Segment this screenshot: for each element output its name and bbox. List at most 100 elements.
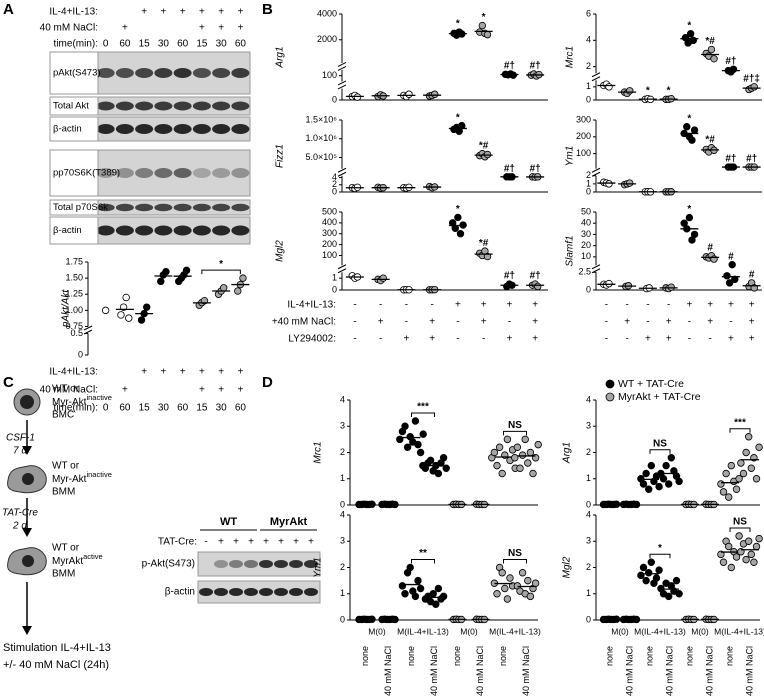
annotation: * — [687, 113, 691, 124]
data-point — [122, 293, 130, 302]
y-axis-label: Mgl2 — [275, 240, 286, 262]
condition-mark: + — [728, 300, 734, 311]
x-tick-label: none — [406, 646, 416, 666]
blot-band — [259, 588, 273, 596]
blot-band — [173, 68, 192, 78]
condition-mark: + — [686, 300, 692, 311]
x-tick-label: none — [452, 646, 462, 666]
condition-mark: 60 — [119, 403, 131, 414]
group-label: M(IL-4+IL-13) — [489, 626, 541, 636]
group-label: M(IL-4+IL-13) — [397, 626, 449, 636]
row-label: IL-4+IL-13: — [287, 300, 336, 311]
annotation: * — [482, 12, 486, 23]
blot-label: β-actin — [53, 124, 82, 135]
superscript: active — [83, 552, 103, 561]
data-point — [493, 461, 501, 470]
y-tick-label: 300 — [322, 228, 337, 238]
y-axis-label: Arg1 — [562, 442, 573, 464]
lane-mark: + — [293, 537, 299, 548]
blot-band — [199, 560, 213, 568]
data-point — [411, 417, 420, 425]
legend-marker — [605, 379, 615, 389]
data-point — [732, 485, 741, 493]
panel-letter: C — [3, 374, 14, 391]
y-tick-label: 1 — [586, 588, 591, 598]
axis-break — [337, 80, 347, 86]
condition-mark: + — [160, 367, 166, 378]
data-point — [478, 21, 487, 30]
blot-band — [214, 560, 228, 568]
data-point — [750, 83, 758, 91]
y-tick-label: 0.5 — [70, 328, 83, 338]
data-point — [672, 576, 681, 585]
blot-band — [231, 168, 250, 178]
annotation: #† — [504, 163, 515, 174]
data-point — [513, 443, 522, 451]
treatment-label: TAT-Cre: — [158, 537, 197, 548]
y-tick-label: 4 — [340, 509, 345, 519]
lane-mark: + — [218, 537, 224, 548]
data-point — [737, 459, 745, 467]
blot-band — [192, 225, 211, 236]
data-point — [752, 542, 761, 551]
data-point — [675, 590, 683, 598]
annotation: * — [687, 204, 691, 215]
data-point — [747, 464, 755, 472]
condition-mark: + — [403, 334, 409, 345]
data-point — [483, 150, 492, 159]
y-tick-label: 300 — [576, 114, 591, 124]
y-tick-label: 200 — [322, 239, 337, 249]
data-point — [503, 435, 512, 444]
data-point — [642, 576, 650, 585]
condition-mark: + — [749, 334, 755, 345]
significance-label: *** — [417, 402, 429, 413]
condition-mark: + — [624, 317, 630, 328]
data-point — [531, 579, 540, 587]
y-tick-label: 0 — [340, 614, 345, 624]
blot-band — [96, 225, 115, 236]
lane-mark: + — [263, 537, 269, 548]
x-tick-label: none — [360, 646, 370, 666]
data-point — [416, 584, 425, 593]
condition-mark: + — [218, 367, 224, 378]
data-point — [162, 267, 170, 276]
y-tick-label: 1.25 — [65, 289, 83, 299]
blot-label-box — [49, 199, 99, 216]
step-name: Myr-Aktinactive — [52, 393, 112, 408]
lane-mark: + — [233, 537, 239, 548]
y-tick-label: 3 — [586, 421, 591, 431]
data-point — [735, 532, 743, 540]
y-tick-label: 6 — [586, 8, 591, 18]
data-point — [689, 36, 697, 45]
data-point — [742, 448, 750, 457]
superscript: inactive — [86, 470, 111, 479]
blot-band — [212, 168, 231, 178]
group-label: M(0) — [691, 626, 709, 636]
y-tick-label: 1.5×10⁶ — [306, 114, 338, 124]
data-point — [396, 435, 404, 444]
data-point — [411, 592, 420, 601]
data-point — [182, 266, 191, 275]
blot-label: p-Akt(S473) — [142, 559, 195, 570]
condition-mark: + — [180, 367, 186, 378]
significance-label: NS — [733, 517, 747, 528]
data-point — [456, 230, 465, 238]
arrow-label: TAT-Cre — [2, 508, 38, 519]
data-point — [727, 563, 735, 572]
y-tick-label: 1 — [586, 473, 591, 483]
y-tick-label: 4 — [340, 394, 345, 404]
blot-band — [214, 588, 228, 596]
data-point — [719, 488, 728, 496]
blot-band — [229, 560, 243, 568]
blot-band — [231, 203, 250, 212]
data-point — [518, 569, 527, 577]
condition-mark: + — [707, 300, 713, 311]
condition-mark: - — [605, 334, 608, 345]
x-tick-label: none — [684, 646, 694, 666]
data-point — [722, 469, 730, 478]
condition-mark: + — [481, 317, 487, 328]
annotation: * — [456, 204, 460, 215]
data-point — [755, 534, 763, 543]
data-point — [490, 448, 499, 457]
data-point — [729, 65, 738, 73]
